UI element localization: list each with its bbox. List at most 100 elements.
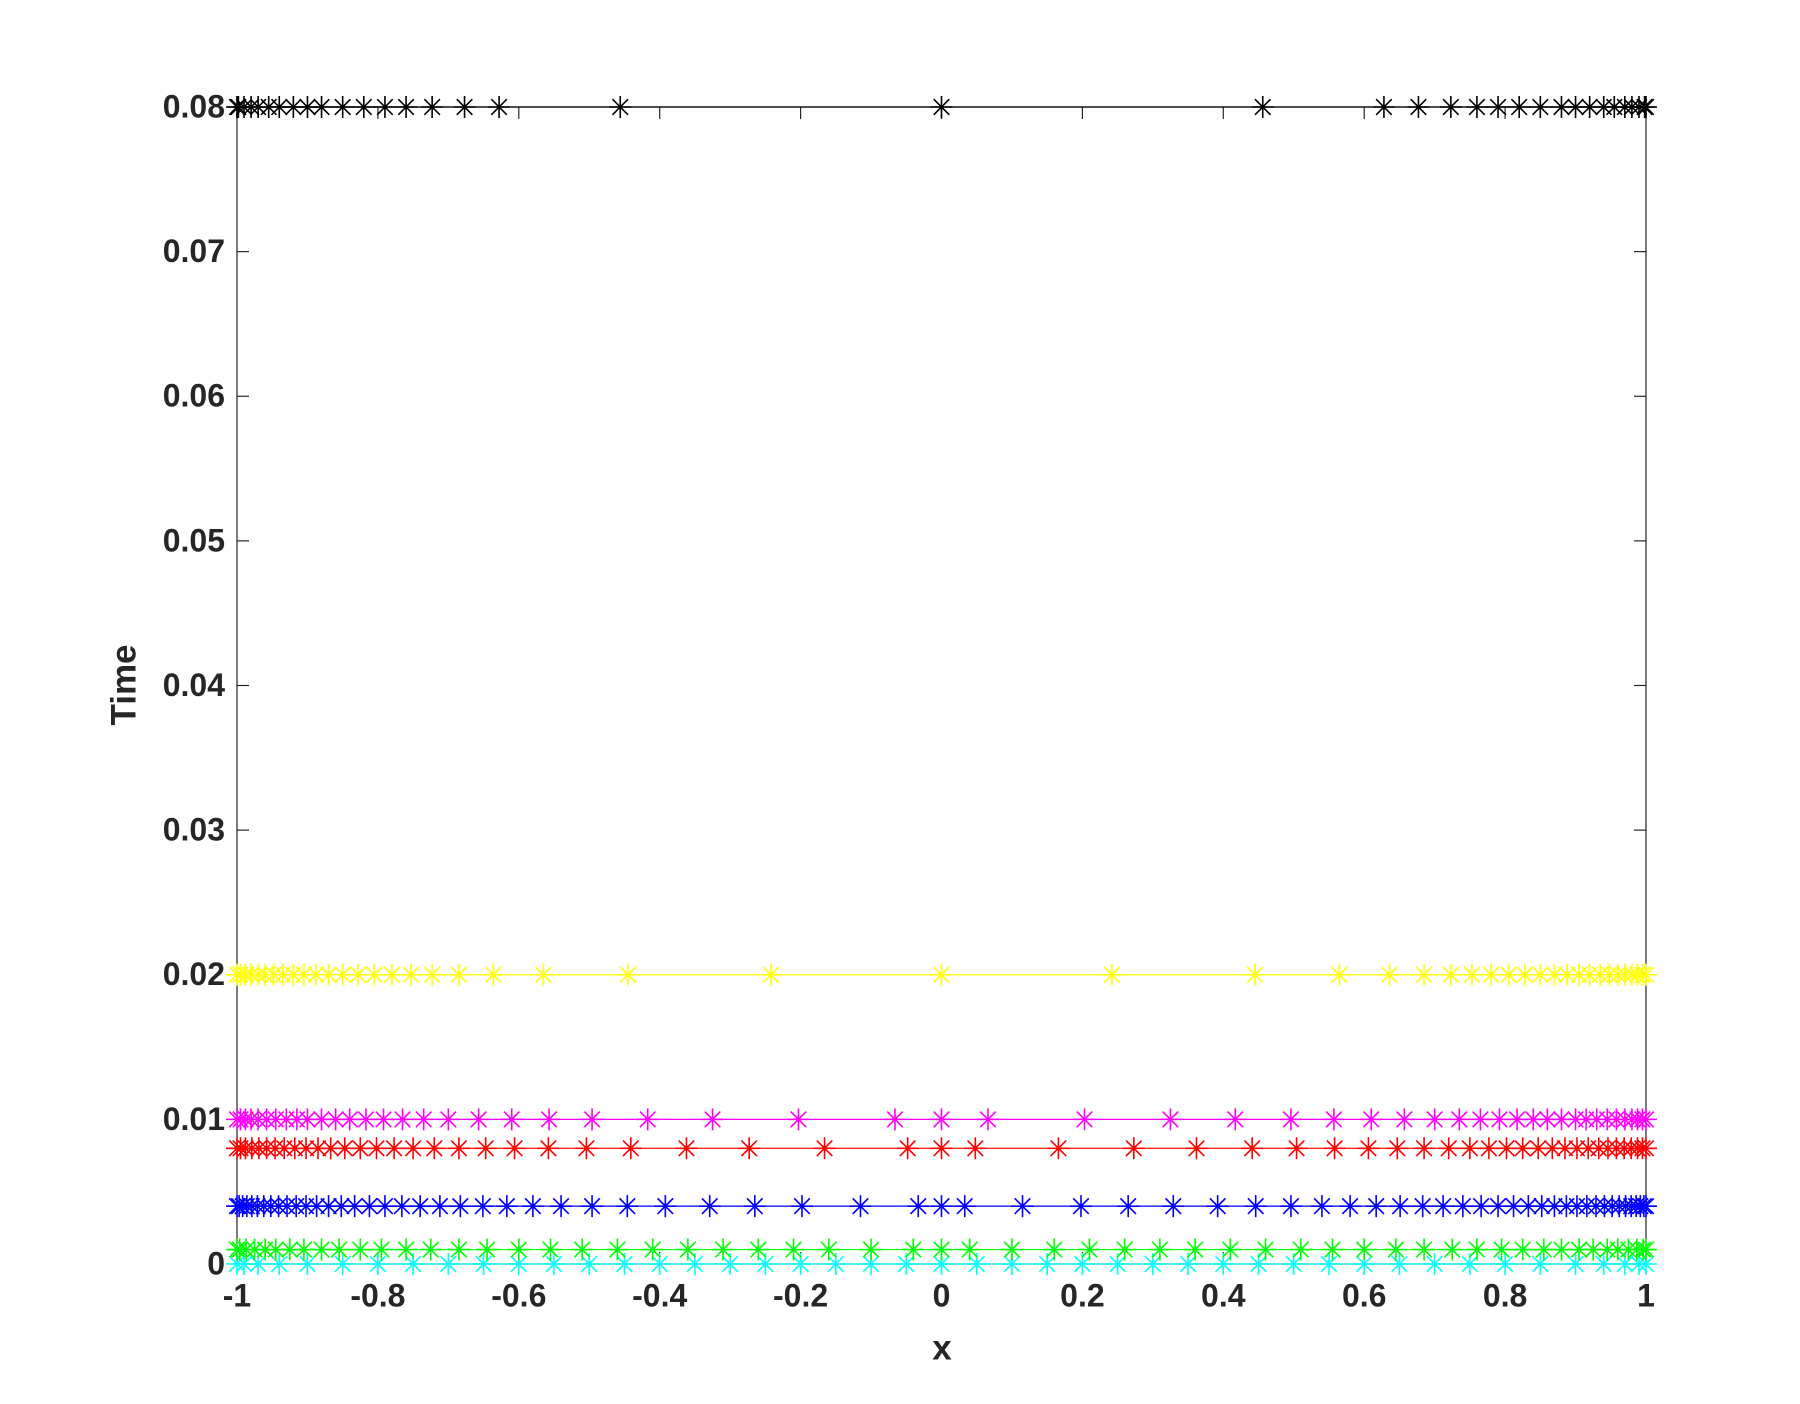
data-marker: [1635, 1253, 1657, 1275]
data-marker: [1000, 1238, 1023, 1261]
data-marker: [390, 1195, 413, 1218]
x-axis-label: x: [932, 1328, 952, 1367]
data-marker: [324, 1108, 347, 1131]
data-marker: [1113, 1238, 1136, 1261]
data-marker: [370, 1238, 393, 1261]
data-marker: [402, 1253, 425, 1275]
data-marker: [423, 1137, 446, 1160]
data-marker: [268, 96, 291, 118]
data-marker: [1388, 1253, 1411, 1275]
data-marker: [507, 1238, 530, 1261]
data-marker: [1565, 1137, 1588, 1160]
data-marker: [581, 1108, 604, 1131]
data-marker: [1439, 963, 1462, 986]
data-marker: [503, 1137, 526, 1160]
data-marker: [1254, 1238, 1277, 1261]
data-marker: [474, 1137, 497, 1160]
data-marker: [676, 1238, 699, 1261]
x-tick-label: 0: [933, 1277, 951, 1313]
y-tick-label: 0.07: [163, 233, 225, 269]
data-marker: [1578, 96, 1601, 118]
data-marker: [1251, 96, 1274, 118]
data-marker: [1556, 963, 1579, 986]
data-marker: [701, 1108, 724, 1131]
data-marker: [437, 1253, 460, 1275]
y-tick-label: 0.02: [163, 956, 225, 992]
data-marker: [1322, 1108, 1345, 1131]
data-marker: [1413, 963, 1436, 986]
data-marker: [1517, 1195, 1540, 1218]
y-tick-label: 0.08: [163, 88, 225, 124]
data-marker: [619, 1137, 642, 1160]
data-marker: [1212, 1253, 1235, 1275]
data-marker: [1159, 1108, 1182, 1131]
data-marker: [1465, 96, 1488, 118]
y-axis-label: Time: [104, 644, 143, 725]
data-marker: [1372, 96, 1395, 118]
data-marker: [1495, 1137, 1518, 1160]
data-marker: [1480, 963, 1503, 986]
data-marker: [1117, 1195, 1140, 1218]
data-marker: [1465, 1238, 1488, 1261]
data-marker: [1122, 1137, 1145, 1160]
data-marker: [1279, 1195, 1302, 1218]
data-marker: [1530, 1195, 1553, 1218]
data-marker: [328, 1238, 351, 1261]
data-marker: [1285, 1137, 1308, 1160]
data-marker: [310, 1108, 333, 1131]
data-marker: [616, 963, 639, 986]
data-marker: [1393, 1108, 1416, 1131]
data-marker: [412, 1108, 435, 1131]
data-marker: [292, 963, 315, 986]
data-marker: [1423, 1108, 1446, 1131]
data-marker: [1282, 1253, 1305, 1275]
data-marker: [712, 1238, 735, 1261]
data-marker: [1339, 1195, 1362, 1218]
data-marker: [449, 1195, 472, 1218]
data-marker: [719, 1253, 742, 1275]
data-marker: [976, 1108, 999, 1131]
data-marker: [373, 96, 396, 118]
x-tick-label: -0.4: [632, 1277, 687, 1313]
data-marker: [1411, 1195, 1434, 1218]
x-tick-label: 0.4: [1201, 1277, 1246, 1313]
y-tick-label: 0.01: [163, 1101, 225, 1137]
data-marker: [305, 1195, 328, 1218]
data-marker: [233, 1253, 256, 1275]
data-marker: [1582, 1238, 1605, 1261]
data-marker: [698, 1195, 721, 1218]
data-marker: [310, 96, 333, 118]
data-marker: [365, 1137, 388, 1160]
data-marker: [606, 1238, 629, 1261]
data-marker: [1477, 1137, 1500, 1160]
data-marker: [1378, 963, 1401, 986]
data-marker: [500, 1108, 523, 1131]
data-marker: [1036, 1253, 1059, 1275]
data-marker: [1541, 1137, 1564, 1160]
data-marker: [789, 1253, 812, 1275]
data-marker: [884, 1108, 907, 1131]
data-marker: [507, 1253, 530, 1275]
data-marker: [1413, 1137, 1436, 1160]
x-tick-label: -0.6: [491, 1277, 546, 1313]
data-marker: [550, 1195, 573, 1218]
data-marker: [482, 963, 505, 986]
data-marker: [1353, 1238, 1376, 1261]
data-marker: [472, 1253, 495, 1275]
data-marker: [1635, 1238, 1657, 1261]
data-marker: [331, 963, 354, 986]
data-marker: [907, 1195, 930, 1218]
data-marker: [754, 1253, 777, 1275]
data-marker: [1078, 1238, 1101, 1261]
data-marker: [347, 963, 370, 986]
data-marker: [467, 1108, 490, 1131]
data-marker: [1279, 1108, 1302, 1131]
x-tick-label: -0.8: [350, 1277, 405, 1313]
data-marker: [447, 963, 470, 986]
data-marker: [636, 1108, 659, 1131]
y-tick-label: 0.05: [163, 522, 225, 558]
data-marker: [930, 963, 953, 986]
data-marker: [1386, 1137, 1409, 1160]
data-marker: [1487, 1195, 1510, 1218]
data-marker: [747, 1238, 770, 1261]
